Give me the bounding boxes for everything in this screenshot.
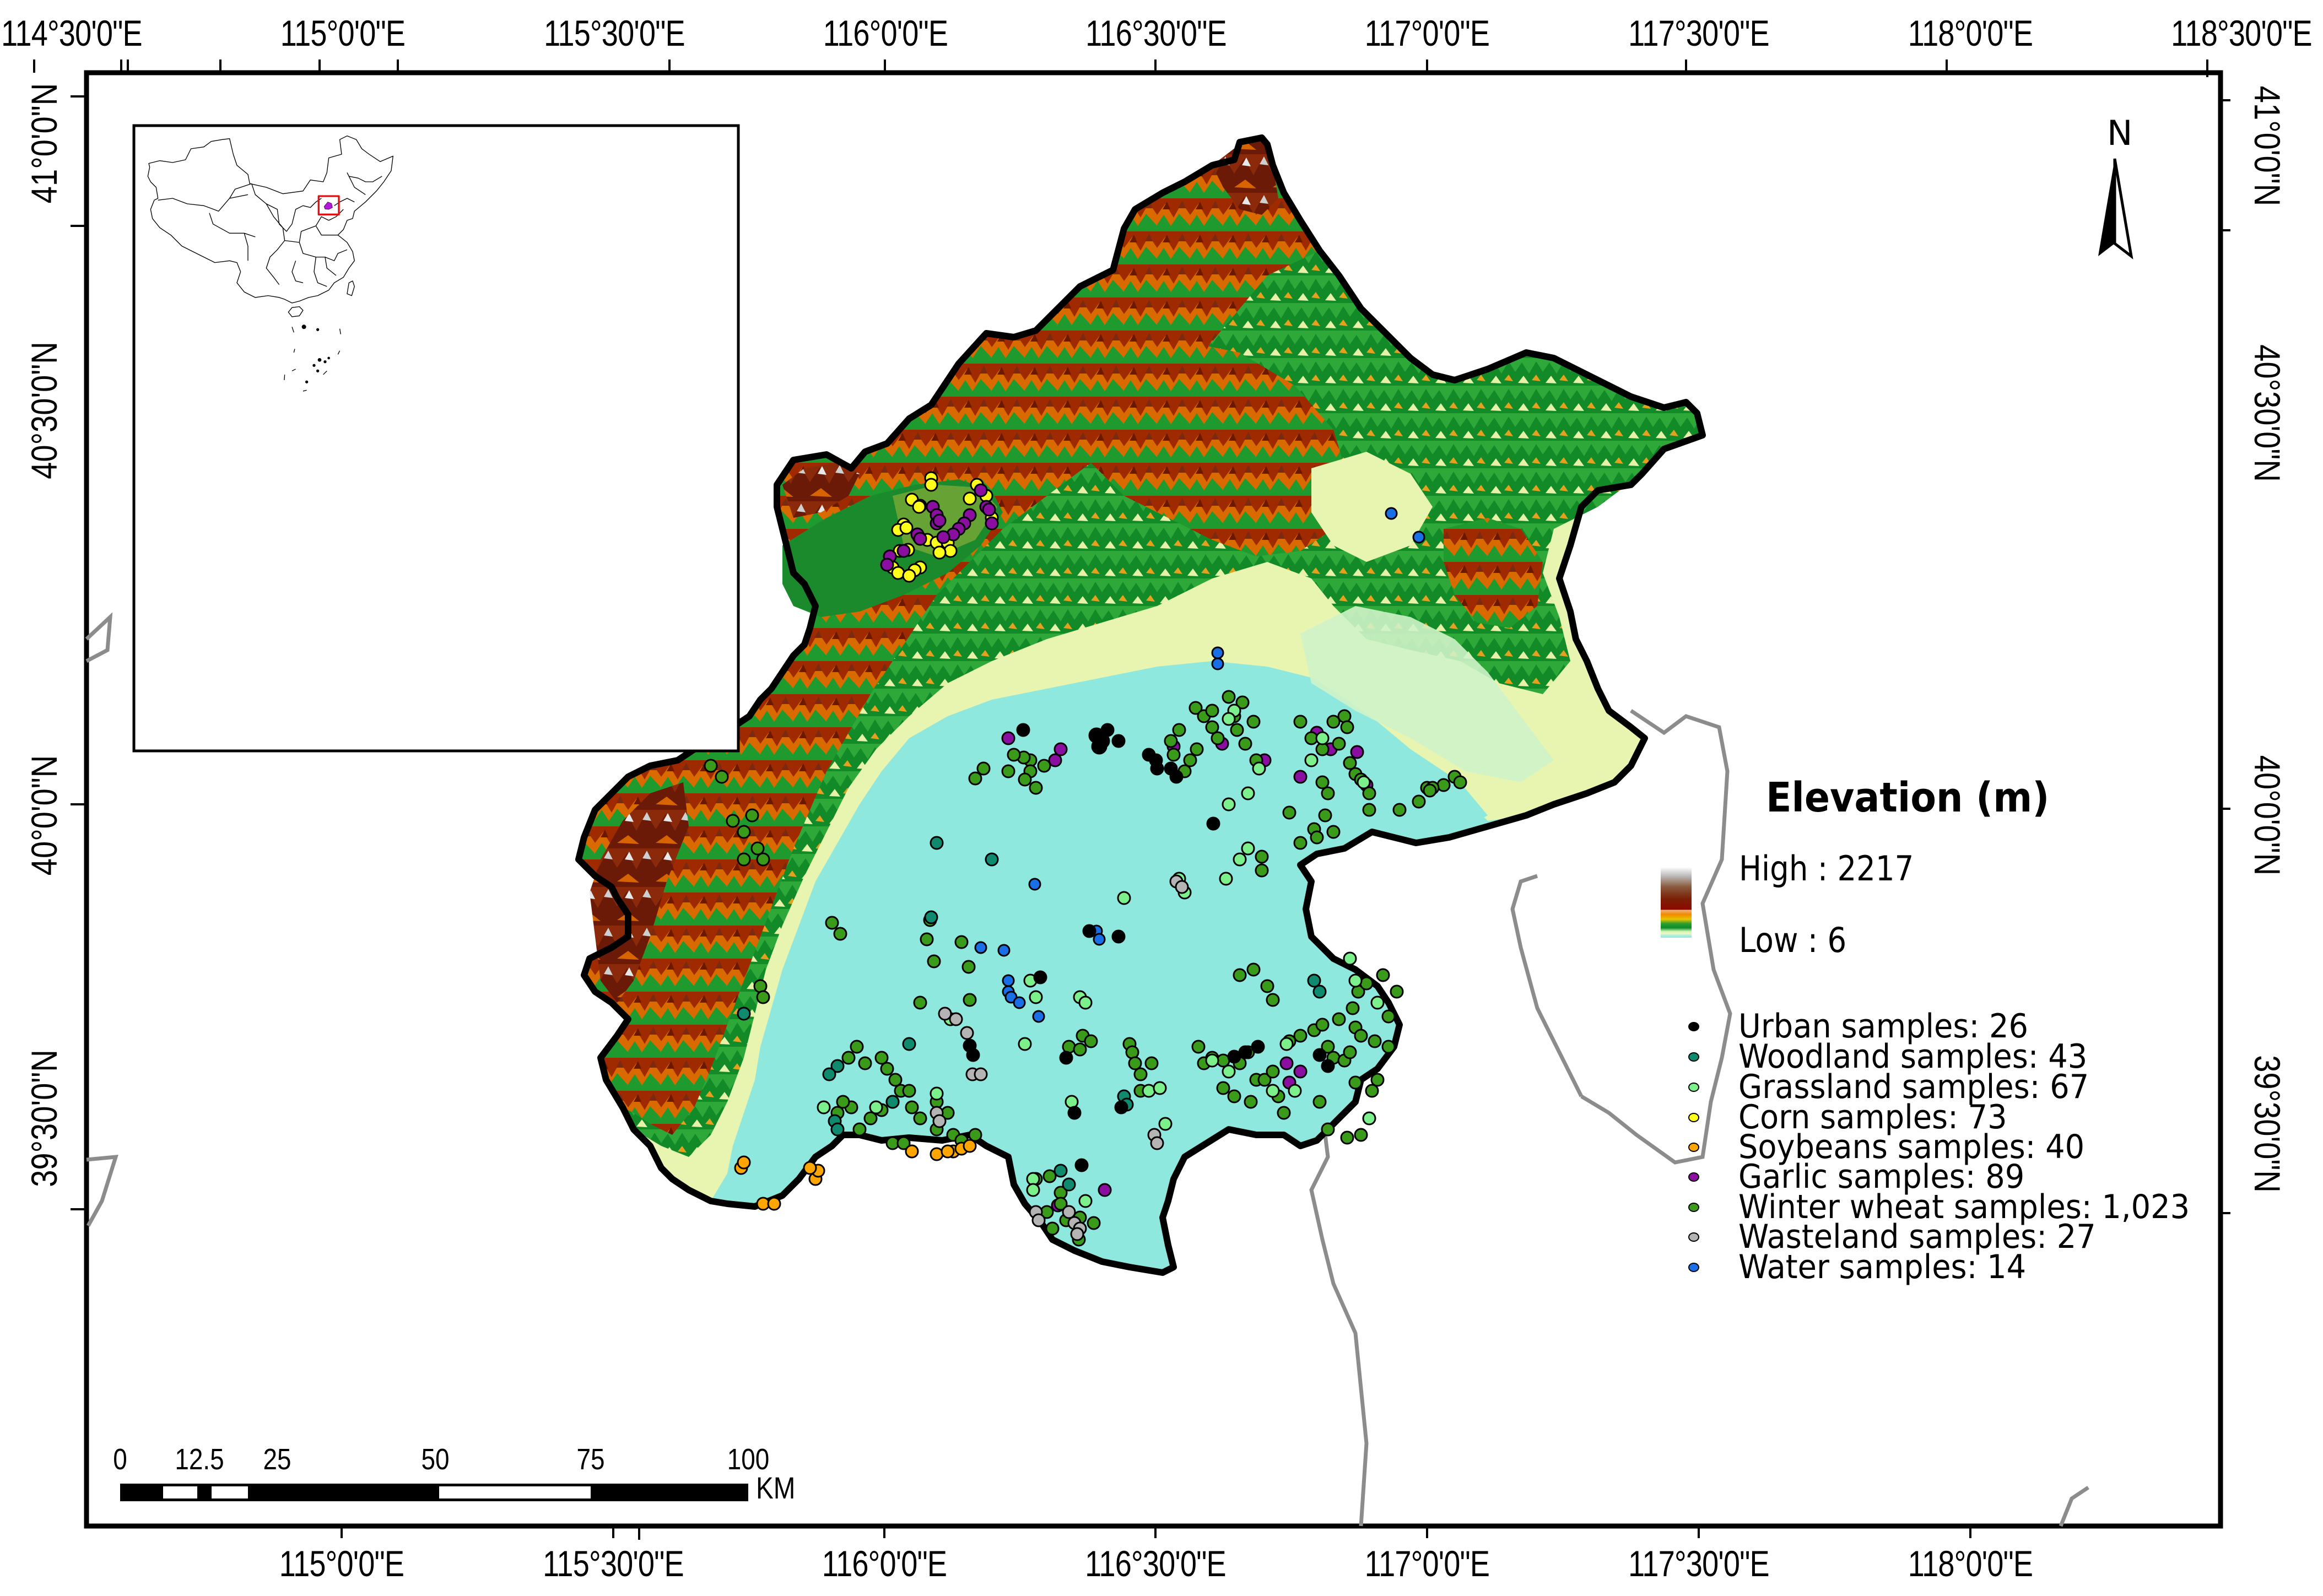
lat-label-right: 39°30'0"N [2247,1055,2288,1193]
mountain-zone-central [1080,342,1350,556]
forest-zone [579,138,1703,1157]
beijing-outline [575,134,1706,1276]
water-samples [974,507,1425,1023]
lon-label-top: 115°0'0"E [280,13,406,53]
scale-tick-label: 75 [576,1443,605,1476]
lon-label-bottom: 116°30'0"E [1085,1543,1226,1584]
winter-wheat-marker-icon [1688,1203,1699,1212]
scale-bar [120,1484,748,1501]
lon-label-bottom: 115°0'0"E [279,1543,404,1584]
lon-label-bottom: 116°0'0"E [822,1543,947,1584]
soybean-samples [734,1139,977,1211]
lat-label-right: 40°0'0"N [2247,755,2288,876]
elevation-high-label: High : 2217 [1739,848,1914,889]
water-marker-icon [1688,1263,1699,1272]
scale-tick-label: 50 [421,1443,450,1476]
wasteland-marker-icon [1688,1232,1699,1242]
woodland-marker-icon [1688,1052,1699,1062]
grassland-marker-icon [1688,1083,1699,1092]
scale-tick-label: 0 [113,1443,127,1476]
garlic-samples [880,483,1374,1213]
north-label: N [2107,113,2133,153]
lon-label-top: 118°0'0"E [1908,13,2033,53]
lat-label-left: 39°30'0"N [24,1049,64,1187]
graticule-ticks [33,59,640,1540]
garlic-marker-icon [1688,1172,1699,1182]
lat-label-left: 40°30'0"N [24,342,64,479]
elevation-low-label: Low : 6 [1739,920,1847,960]
scale-tick-label: 100 [727,1443,770,1476]
lon-label-bottom: 115°30'0"E [543,1543,684,1584]
scale-unit-label: KM [756,1470,796,1505]
inset-map [132,124,740,753]
lon-label-top: 114°30'0"E [1,13,142,53]
lat-label-right: 41°0'0"N [2247,85,2288,207]
urban-samples [963,723,1335,1172]
wasteland-samples [930,874,1189,1241]
lat-label-left: 40°0'0"N [24,755,64,876]
lon-label-top: 118°30'0"E [2171,13,2312,53]
soybeans-marker-icon [1688,1143,1699,1152]
corn-marker-icon [1688,1113,1699,1122]
lon-label-top: 116°0'0"E [823,13,948,53]
neighbor-boundaries [85,612,2089,1527]
woodland-samples [737,836,1327,1192]
sample-points [704,471,1467,1247]
lon-label-top: 116°30'0"E [1085,13,1227,53]
grassland-samples [817,704,1385,1208]
lat-label-right: 40°30'0"N [2247,344,2288,482]
lon-label-top: 117°0'0"E [1364,13,1490,53]
elevation-color-ramp [1661,867,1692,938]
legend-title: Elevation (m) [1766,774,2050,821]
scale-tick-label: 25 [263,1443,291,1476]
mountain-zone-east [1444,518,1543,628]
lon-label-bottom: 117°30'0"E [1628,1543,1769,1584]
lat-label-left: 41°0'0"N [24,83,64,204]
lon-label-bottom: 118°0'0"E [1908,1543,2033,1584]
urban-marker-icon [1688,1022,1699,1031]
lon-label-top: 115°30'0"E [544,13,685,53]
lon-label-bottom: 117°0'0"E [1364,1543,1490,1584]
north-arrow-icon [2098,158,2133,259]
lon-label-top: 117°30'0"E [1628,13,1769,53]
scale-tick-label: 12.5 [175,1443,224,1476]
peak-zone-northwest [782,463,860,518]
